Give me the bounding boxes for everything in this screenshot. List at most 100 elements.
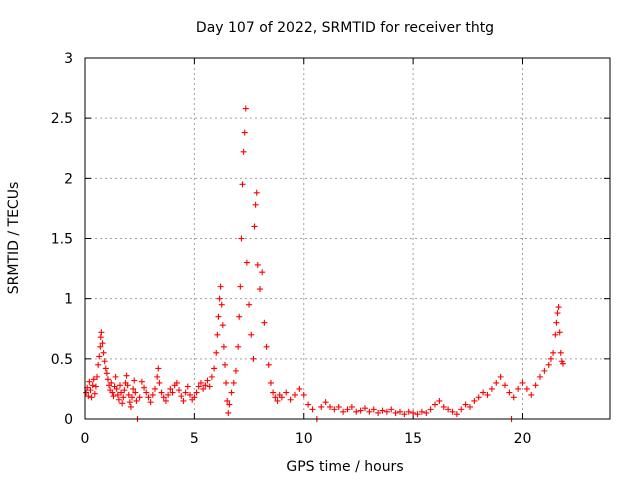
y-tick-label: 3	[64, 51, 73, 67]
data-point	[550, 349, 557, 356]
y-tick-label: 2.5	[51, 111, 73, 127]
data-point	[97, 343, 104, 350]
data-point	[156, 379, 163, 386]
grid	[85, 58, 610, 419]
data-point	[467, 403, 473, 410]
data-point	[240, 148, 247, 155]
data-point	[493, 379, 500, 386]
data-point	[204, 377, 211, 384]
data-point	[88, 394, 95, 401]
data-point	[133, 397, 140, 404]
data-point	[379, 407, 386, 414]
data-point	[236, 313, 243, 320]
data-point	[223, 379, 230, 386]
data-point	[453, 411, 460, 418]
data-point	[414, 411, 421, 418]
data-point	[287, 396, 294, 403]
data-point	[270, 389, 277, 396]
data-point	[254, 261, 261, 268]
data-point	[348, 403, 355, 410]
data-point	[117, 382, 123, 389]
data-point	[283, 389, 290, 396]
data-point	[173, 379, 180, 386]
data-point	[211, 365, 218, 372]
data-point	[263, 343, 270, 350]
data-point	[136, 394, 143, 401]
data-point	[85, 393, 92, 400]
data-point	[362, 405, 368, 412]
data-point	[112, 373, 119, 380]
data-point	[127, 403, 134, 410]
data-point	[353, 408, 360, 415]
data-point	[187, 391, 193, 398]
data-point	[557, 349, 564, 356]
data-point	[225, 409, 232, 416]
data-point	[261, 319, 268, 326]
data-point	[370, 406, 377, 413]
data-point	[375, 409, 382, 416]
data-point	[445, 406, 452, 413]
data-point	[502, 382, 508, 389]
data-point	[239, 181, 246, 188]
data-point	[191, 394, 198, 401]
data-point	[91, 390, 98, 397]
data-point	[559, 360, 566, 367]
data-point	[180, 397, 187, 404]
data-point	[200, 385, 207, 392]
data-point	[252, 201, 259, 208]
data-point	[126, 399, 133, 406]
data-point	[238, 235, 245, 242]
data-point	[176, 387, 183, 394]
data-point	[272, 394, 279, 401]
x-tick-label: 5	[190, 431, 199, 447]
data-point	[120, 394, 127, 401]
data-point	[250, 355, 257, 362]
data-point	[300, 391, 307, 398]
data-point	[96, 353, 103, 360]
data-point	[274, 397, 281, 404]
data-point	[165, 391, 172, 398]
data-point	[123, 372, 130, 379]
data-point	[119, 400, 126, 407]
data-point	[246, 301, 253, 308]
data-point	[86, 378, 93, 385]
data-point	[392, 409, 399, 416]
data-point	[241, 129, 248, 136]
data-point	[232, 367, 239, 374]
data-point	[230, 379, 237, 386]
x-tick-label: 10	[295, 431, 313, 447]
data-point	[388, 406, 395, 413]
data-point	[545, 361, 552, 368]
data-point	[340, 408, 347, 415]
data-point	[113, 385, 120, 392]
data-point	[462, 401, 469, 408]
data-point	[98, 329, 105, 336]
data-point	[145, 394, 152, 401]
data-point	[216, 295, 223, 302]
data-point	[143, 389, 150, 396]
data-point	[87, 387, 94, 394]
data-point	[242, 105, 249, 112]
data-point	[335, 403, 342, 410]
data-point	[217, 283, 224, 290]
data-point	[149, 391, 156, 398]
data-point	[132, 389, 139, 396]
data-point	[152, 385, 158, 392]
data-point	[162, 397, 169, 404]
data-point	[523, 385, 530, 392]
data-point	[267, 379, 274, 386]
data-point	[331, 406, 338, 413]
data-point	[109, 389, 116, 396]
data-point	[228, 389, 235, 396]
data-point	[383, 408, 390, 415]
data-point	[278, 394, 285, 401]
data-point	[167, 385, 174, 392]
data-point	[475, 394, 482, 401]
data-point	[253, 189, 260, 196]
data-point	[158, 389, 165, 396]
data-point	[124, 382, 131, 389]
y-tick-label: 1	[64, 292, 73, 308]
data-point	[537, 373, 543, 380]
data-point	[195, 383, 202, 390]
data-point	[506, 389, 513, 396]
